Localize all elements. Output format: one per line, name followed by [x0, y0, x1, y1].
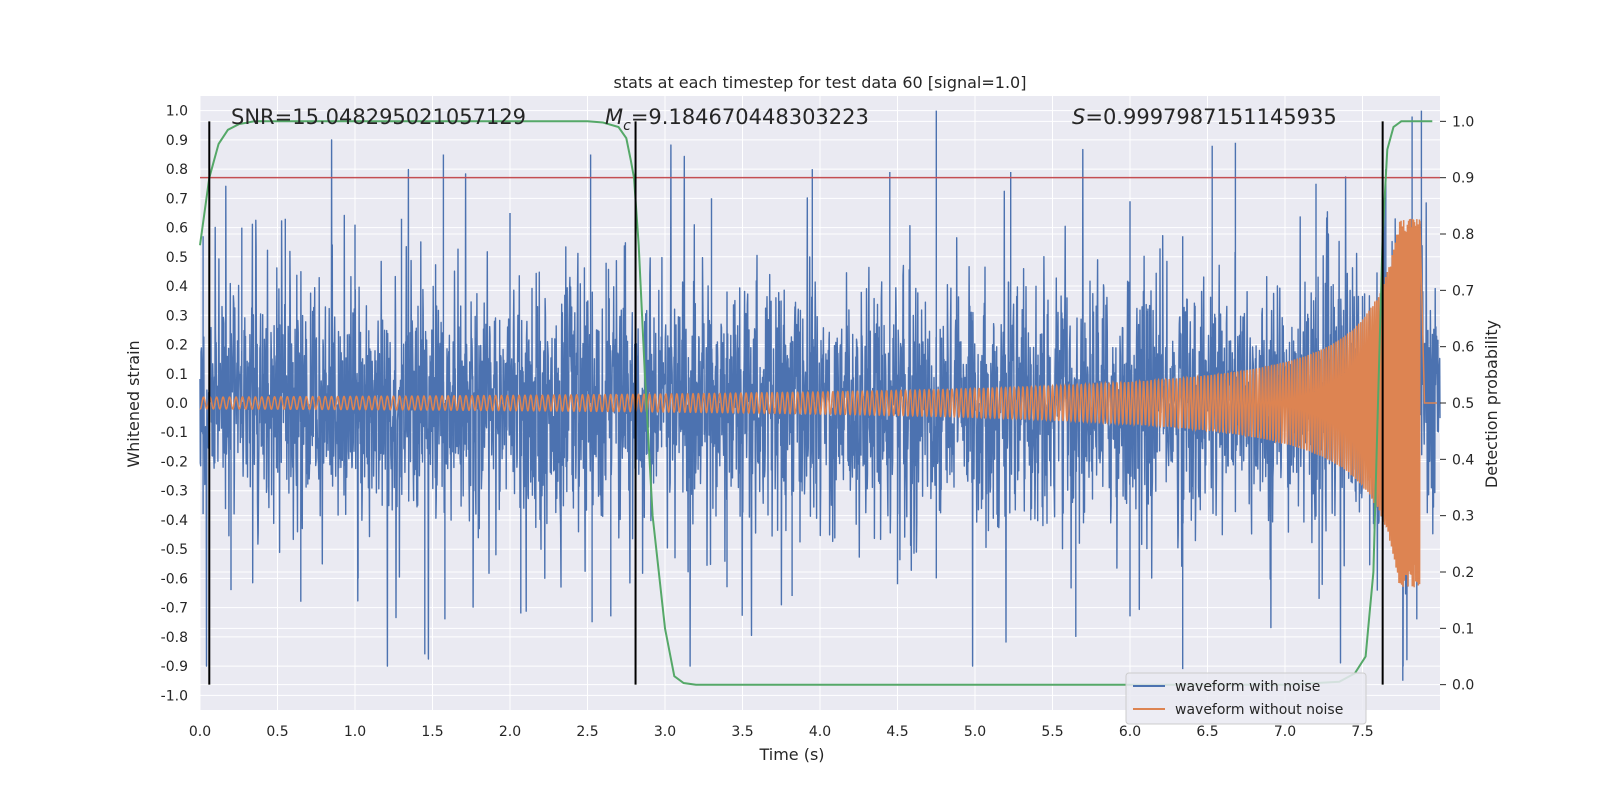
legend: waveform with noise waveform without noi… — [1125, 672, 1367, 725]
x-tick-label: 5.5 — [1041, 724, 1063, 740]
y-tick-label: 0.3 — [166, 308, 188, 324]
y-tick-label: 0.4 — [166, 279, 188, 295]
y-tick-label: 0.9 — [166, 133, 188, 149]
s-symbol: S — [1072, 105, 1085, 129]
y2-axis-ticks: 1.0 0.9 0.8 0.7 0.6 0.5 0.4 0.3 0.2 0.1 0.0 — [1440, 114, 1474, 694]
x-tick-label: 0.5 — [266, 724, 288, 740]
y-tick-label: -0.3 — [161, 484, 188, 500]
x-tick-label: 4.0 — [809, 724, 831, 740]
x-tick-label: 1.0 — [344, 724, 366, 740]
y2-tick-label: 0.4 — [1452, 452, 1474, 468]
y-axis-ticks: 1.0 0.9 0.8 0.7 0.6 0.5 0.4 0.3 0.2 0.1 0.0 -0.1 -0.… — [161, 104, 188, 705]
x-axis-ticks: 0.0 0.5 1.0 1.5 2.0 2.5 3.0 3.5 4.0 4.5 5.0 5.5 6.0 6… — [189, 724, 1374, 740]
y-tick-label: 0.7 — [166, 191, 188, 207]
x-tick-label: 4.5 — [886, 724, 908, 740]
y-tick-label: -0.6 — [161, 571, 188, 587]
y-tick-label: -0.5 — [161, 542, 188, 558]
y2-tick-label: 0.1 — [1452, 621, 1474, 637]
detection-probability-line — [199, 120, 1433, 686]
legend-label-clean: waveform without noise — [1175, 702, 1343, 718]
x-tick-label: 3.0 — [654, 724, 676, 740]
chirp-mass-annotation: Mc=9.184670448303223 — [605, 105, 869, 134]
y-tick-label: -1.0 — [161, 688, 188, 704]
y-tick-label: 0.1 — [166, 367, 188, 383]
y2-tick-label: 0.6 — [1452, 340, 1474, 356]
waveform-without-noise-line — [199, 218, 1437, 588]
y-tick-label: 0.6 — [166, 221, 188, 237]
x-tick-label: 7.5 — [1351, 724, 1373, 740]
legend-label-noise: waveform with noise — [1175, 679, 1320, 695]
vertical-markers — [208, 121, 1384, 685]
series-detection-probability — [199, 120, 1433, 686]
y2-axis-label: Detection probability — [1482, 320, 1501, 488]
y2-tick-label: 0.3 — [1452, 509, 1474, 525]
x-tick-label: 7.0 — [1274, 724, 1296, 740]
y-tick-label: -0.7 — [161, 601, 188, 617]
y-tick-label: -0.8 — [161, 630, 188, 646]
y-tick-label: -0.4 — [161, 513, 188, 529]
legend-box — [1125, 672, 1367, 725]
y-tick-label: 0.2 — [166, 338, 188, 354]
x-tick-label: 2.5 — [576, 724, 598, 740]
y2-tick-label: 0.2 — [1452, 565, 1474, 581]
y-tick-label: 1.0 — [166, 104, 188, 120]
snr-annotation: SNR=15.048295021057129 — [231, 105, 526, 129]
y-tick-label: -0.1 — [161, 425, 188, 441]
x-tick-label: 2.0 — [499, 724, 521, 740]
y-axis-label: Whitened strain — [124, 340, 143, 467]
y-tick-label: -0.2 — [161, 454, 188, 470]
s-annotation: S=0.9997987151145935 — [1072, 105, 1337, 129]
y2-tick-label: 0.9 — [1452, 171, 1474, 187]
x-tick-label: 0.0 — [189, 724, 211, 740]
chirp-mass-symbol: M — [605, 105, 623, 129]
y2-tick-label: 0.7 — [1452, 283, 1474, 299]
chirp-mass-value: =9.184670448303223 — [631, 105, 869, 129]
chirp-mass-subscript: c — [623, 118, 631, 134]
y-tick-label: 0.5 — [166, 250, 188, 266]
x-tick-label: 1.5 — [421, 724, 443, 740]
x-tick-label: 6.5 — [1196, 724, 1218, 740]
x-axis-label: Time (s) — [758, 745, 824, 764]
x-tick-label: 5.0 — [964, 724, 986, 740]
y2-tick-label: 0.8 — [1452, 227, 1474, 243]
y2-tick-label: 1.0 — [1452, 114, 1474, 130]
series-waveform-without-noise — [199, 218, 1437, 588]
y-tick-label: 0.0 — [166, 396, 188, 412]
y-tick-label: 0.8 — [166, 162, 188, 178]
y-tick-label: -0.9 — [161, 659, 188, 675]
y2-tick-label: 0.5 — [1452, 396, 1474, 412]
chart-title: stats at each timestep for test data 60 … — [614, 73, 1027, 92]
x-tick-label: 3.5 — [731, 724, 753, 740]
x-tick-label: 6.0 — [1119, 724, 1141, 740]
s-value: =0.9997987151145935 — [1085, 105, 1336, 129]
y2-tick-label: 0.0 — [1452, 678, 1474, 694]
